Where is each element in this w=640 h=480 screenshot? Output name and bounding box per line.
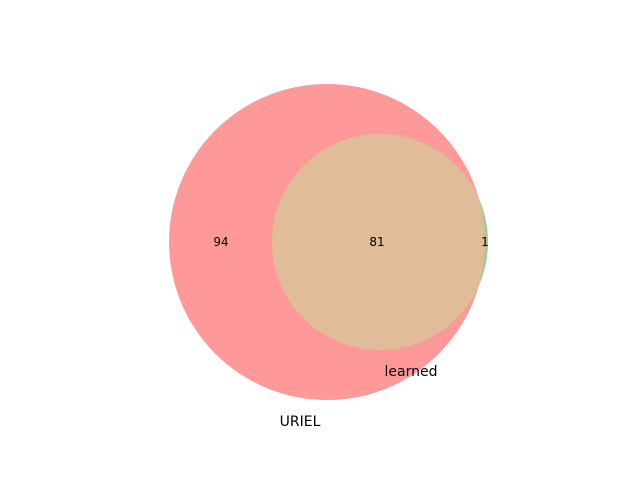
uriel-only-count: 94 bbox=[213, 235, 228, 249]
overlap-count: 81 bbox=[369, 235, 384, 249]
learned-only-count: 1 bbox=[481, 235, 489, 249]
learned-set-label: learned bbox=[385, 364, 438, 380]
overlap-region bbox=[272, 134, 485, 350]
uriel-set-label: URIEL bbox=[280, 414, 321, 430]
